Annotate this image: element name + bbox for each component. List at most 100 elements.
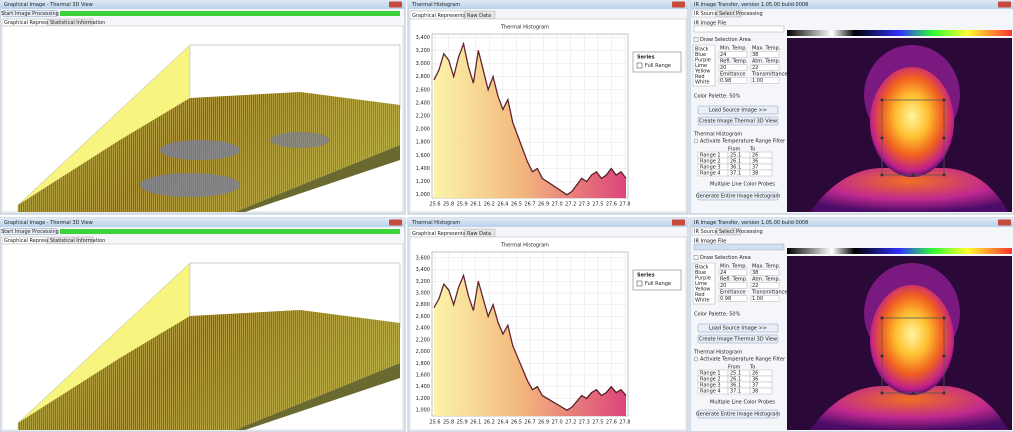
process-button-label: Start Image Processing bbox=[1, 229, 59, 235]
checkbox[interactable] bbox=[694, 139, 698, 143]
selection-handle[interactable] bbox=[912, 392, 915, 395]
param: 24 bbox=[720, 52, 726, 58]
button-label: Generate Entire Image Histogram bbox=[696, 194, 781, 200]
selection-handle[interactable] bbox=[943, 99, 946, 102]
y-tick-label: 2,400 bbox=[416, 100, 430, 106]
selection-handle[interactable] bbox=[881, 174, 884, 177]
y-tick-label: 2,200 bbox=[416, 114, 430, 120]
x-tick-label: 26.9 bbox=[538, 202, 549, 208]
y-tick-label: 1,600 bbox=[416, 153, 430, 159]
field-label: Color Palette: 50% bbox=[694, 312, 741, 318]
y-tick-label: 2,800 bbox=[416, 302, 430, 308]
legend-swatch[interactable] bbox=[637, 63, 642, 68]
field-label: Color Palette: 50% bbox=[694, 94, 741, 100]
x-tick-label: 25.8 bbox=[443, 420, 454, 426]
thermal-face bbox=[870, 67, 954, 177]
progress-bar bbox=[60, 229, 400, 234]
x-tick-label: 27.3 bbox=[579, 420, 590, 426]
selection-handle[interactable] bbox=[881, 317, 884, 320]
checkbox[interactable] bbox=[694, 38, 698, 42]
tab-label: Raw Data bbox=[467, 231, 491, 237]
y-tick-label: 2,000 bbox=[416, 127, 430, 133]
selection-handle[interactable] bbox=[943, 174, 946, 177]
selection-handle[interactable] bbox=[943, 355, 946, 358]
selection-handle[interactable] bbox=[943, 392, 946, 395]
x-tick-label: 27.2 bbox=[565, 202, 576, 208]
x-tick-label: 26.9 bbox=[538, 420, 549, 426]
y-tick-label: 2,800 bbox=[416, 74, 430, 80]
selection-handle[interactable] bbox=[881, 137, 884, 140]
cold-region bbox=[270, 132, 330, 148]
y-tick-label: 3,000 bbox=[416, 61, 430, 67]
window-title: Thermal Histogram bbox=[411, 2, 460, 8]
legend-title: Series bbox=[637, 55, 655, 61]
x-tick-label: 25.8 bbox=[443, 202, 454, 208]
x-tick-label: 26.4 bbox=[497, 202, 508, 208]
param: Max. Temp. bbox=[752, 264, 781, 270]
palette-bar bbox=[787, 30, 1012, 36]
close-button[interactable] bbox=[998, 2, 1011, 8]
param: Emittance bbox=[720, 290, 745, 296]
y-tick-label: 1,200 bbox=[416, 179, 430, 185]
button-label: Load Source Image >> bbox=[709, 326, 767, 332]
button-label: Generate Entire Image Histogram bbox=[696, 412, 781, 418]
y-tick-label: 2,200 bbox=[416, 337, 430, 343]
close-button[interactable] bbox=[998, 220, 1011, 226]
field-label: IR Image File bbox=[694, 21, 726, 27]
x-tick-label: 27.5 bbox=[592, 202, 603, 208]
tab-label: IR Source bbox=[694, 229, 718, 235]
x-tick-label: 26.2 bbox=[484, 202, 495, 208]
file-field[interactable] bbox=[694, 244, 784, 250]
param: 38 bbox=[752, 52, 758, 58]
param: Transmittance bbox=[751, 72, 787, 78]
checkbox[interactable] bbox=[694, 357, 698, 361]
y-tick-label: 1,800 bbox=[416, 140, 430, 146]
x-tick-label: 26.1 bbox=[470, 420, 481, 426]
palette-item: White bbox=[695, 298, 710, 304]
palette-bar bbox=[787, 248, 1012, 254]
checkbox-label: Draw Selection Area bbox=[700, 255, 751, 261]
selection-handle[interactable] bbox=[943, 137, 946, 140]
y-tick-label: 3,200 bbox=[416, 48, 430, 54]
param: 24 bbox=[720, 270, 726, 276]
x-tick-label: 26.5 bbox=[511, 202, 522, 208]
selection-handle[interactable] bbox=[881, 355, 884, 358]
param: 22 bbox=[752, 65, 758, 71]
palette-item: White bbox=[695, 80, 710, 86]
y-tick-label: 1,000 bbox=[416, 408, 430, 414]
checkbox-label: Draw Selection Area bbox=[700, 37, 751, 43]
progress-bar bbox=[60, 11, 400, 16]
file-field[interactable] bbox=[694, 26, 784, 32]
y-tick-label: 1,000 bbox=[416, 192, 430, 198]
param: 1.00 bbox=[752, 78, 763, 84]
x-tick-label: 25.6 bbox=[429, 202, 440, 208]
selection-handle[interactable] bbox=[881, 99, 884, 102]
param: Transmittance bbox=[751, 290, 787, 296]
chart-title: Thermal Histogram bbox=[500, 243, 549, 249]
tab-label: Statistical Information bbox=[50, 20, 105, 26]
close-button[interactable] bbox=[672, 220, 685, 226]
table-cell-text: 37.1 bbox=[730, 171, 741, 177]
legend-swatch[interactable] bbox=[637, 281, 642, 286]
close-button[interactable] bbox=[672, 2, 685, 8]
selection-handle[interactable] bbox=[881, 392, 884, 395]
field-label: Multiple Line Color Probes bbox=[710, 400, 775, 406]
window-title: IR Image Transfer, version 1.05.00 build… bbox=[694, 2, 808, 8]
selection-handle[interactable] bbox=[943, 317, 946, 320]
screenshot-collage: Graphical Image - Thermal 3D ViewStart I… bbox=[0, 0, 1014, 432]
x-tick-label: 26.7 bbox=[524, 420, 535, 426]
checkbox[interactable] bbox=[694, 256, 698, 260]
x-tick-label: 26.5 bbox=[511, 420, 522, 426]
x-tick-label: 27.8 bbox=[619, 202, 630, 208]
x-tick-label: 26.4 bbox=[497, 420, 508, 426]
tab-label: Select Processing bbox=[719, 229, 763, 235]
selection-handle[interactable] bbox=[912, 174, 915, 177]
param: 20 bbox=[720, 65, 726, 71]
close-button[interactable] bbox=[389, 220, 402, 226]
param: 20 bbox=[720, 283, 726, 289]
tab-label: IR Source bbox=[694, 11, 718, 17]
y-tick-label: 3,600 bbox=[416, 255, 430, 261]
x-tick-label: 27.0 bbox=[552, 202, 563, 208]
thermal-face bbox=[870, 285, 954, 395]
close-button[interactable] bbox=[389, 2, 402, 8]
